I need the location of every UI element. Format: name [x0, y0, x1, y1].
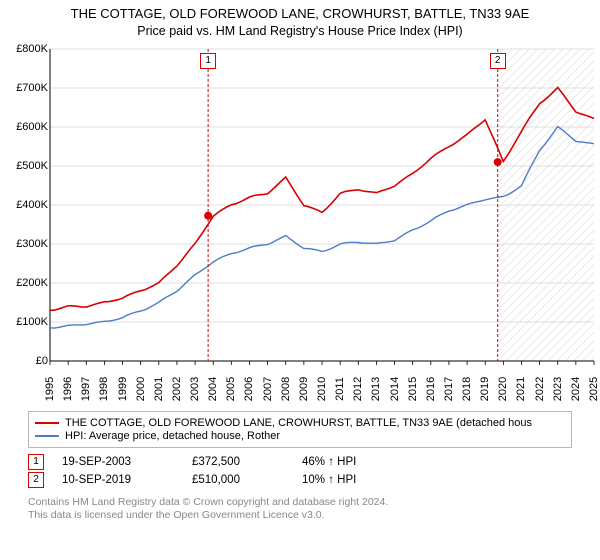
ytick-label: £600K — [0, 121, 48, 133]
ytick-label: £400K — [0, 199, 48, 211]
xtick-label: 2008 — [280, 377, 292, 401]
sale-price-2: £510,000 — [192, 474, 302, 486]
xtick-label: 2004 — [207, 377, 219, 401]
xtick-label: 2006 — [243, 377, 255, 401]
xtick-label: 2025 — [588, 377, 600, 401]
xtick-label: 2017 — [443, 377, 455, 401]
sale-price-1: £372,500 — [192, 456, 302, 468]
xtick-label: 2020 — [497, 377, 509, 401]
sale-pct-2: 10% ↑ HPI — [302, 474, 422, 486]
ytick-label: £100K — [0, 316, 48, 328]
xtick-label: 2018 — [461, 377, 473, 401]
sales-row-1: 1 19-SEP-2003 £372,500 46% ↑ HPI — [28, 454, 572, 470]
ytick-label: £700K — [0, 82, 48, 94]
legend-row-hpi: HPI: Average price, detached house, Roth… — [35, 430, 565, 442]
title-line2: Price paid vs. HM Land Registry's House … — [0, 23, 600, 39]
xtick-label: 2019 — [479, 377, 491, 401]
xtick-label: 2001 — [153, 377, 165, 401]
sale-marker-1: 1 — [28, 454, 44, 470]
xtick-label: 1996 — [62, 377, 74, 401]
ytick-label: £0 — [0, 355, 48, 367]
chart-svg — [0, 43, 600, 403]
price-chart: 1 2 £0 £100K £200K £300K £400K £500K £600K £700K £… — [0, 43, 600, 403]
sale-date-1: 19-SEP-2003 — [62, 456, 192, 468]
ytick-label: £500K — [0, 160, 48, 172]
ytick-label: £800K — [0, 43, 48, 55]
footer-line1: Contains HM Land Registry data © Crown c… — [28, 496, 572, 509]
legend-swatch-subject — [35, 422, 59, 424]
xtick-label: 2007 — [262, 377, 274, 401]
xtick-label: 2009 — [298, 377, 310, 401]
xtick-label: 2022 — [534, 377, 546, 401]
ytick-label: £200K — [0, 277, 48, 289]
xtick-label: 2003 — [189, 377, 201, 401]
chart-marker-1: 1 — [200, 53, 216, 69]
ytick-label: £300K — [0, 238, 48, 250]
footer-line2: This data is licensed under the Open Gov… — [28, 509, 572, 522]
xtick-label: 2016 — [425, 377, 437, 401]
xtick-label: 2011 — [334, 377, 346, 401]
xtick-label: 1998 — [98, 377, 110, 401]
xtick-label: 1995 — [44, 377, 56, 401]
footer-attribution: Contains HM Land Registry data © Crown c… — [28, 496, 572, 522]
legend-label-hpi: HPI: Average price, detached house, Roth… — [65, 430, 280, 442]
legend-swatch-hpi — [35, 435, 59, 437]
chart-title-block: THE COTTAGE, OLD FOREWOOD LANE, CROWHURS… — [0, 0, 600, 43]
xtick-label: 2012 — [352, 377, 364, 401]
xtick-label: 2005 — [225, 377, 237, 401]
xtick-label: 2023 — [552, 377, 564, 401]
xtick-label: 2021 — [515, 377, 527, 401]
xtick-label: 2010 — [316, 377, 328, 401]
xtick-label: 1997 — [80, 377, 92, 401]
title-line1: THE COTTAGE, OLD FOREWOOD LANE, CROWHURS… — [0, 6, 600, 23]
legend-box: THE COTTAGE, OLD FOREWOOD LANE, CROWHURS… — [28, 411, 572, 448]
sales-table: 1 19-SEP-2003 £372,500 46% ↑ HPI 2 10-SE… — [28, 454, 572, 488]
sale-pct-1: 46% ↑ HPI — [302, 456, 422, 468]
xtick-label: 2014 — [389, 377, 401, 401]
sale-date-2: 10-SEP-2019 — [62, 474, 192, 486]
xtick-label: 2002 — [171, 377, 183, 401]
xtick-label: 2015 — [407, 377, 419, 401]
chart-marker-2: 2 — [490, 53, 506, 69]
legend-label-subject: THE COTTAGE, OLD FOREWOOD LANE, CROWHURS… — [65, 417, 532, 429]
sale-marker-2: 2 — [28, 472, 44, 488]
xtick-label: 2024 — [570, 377, 582, 401]
xtick-label: 1999 — [117, 377, 129, 401]
xtick-label: 2013 — [370, 377, 382, 401]
legend-row-subject: THE COTTAGE, OLD FOREWOOD LANE, CROWHURS… — [35, 417, 565, 429]
sales-row-2: 2 10-SEP-2019 £510,000 10% ↑ HPI — [28, 472, 572, 488]
xtick-label: 2000 — [135, 377, 147, 401]
